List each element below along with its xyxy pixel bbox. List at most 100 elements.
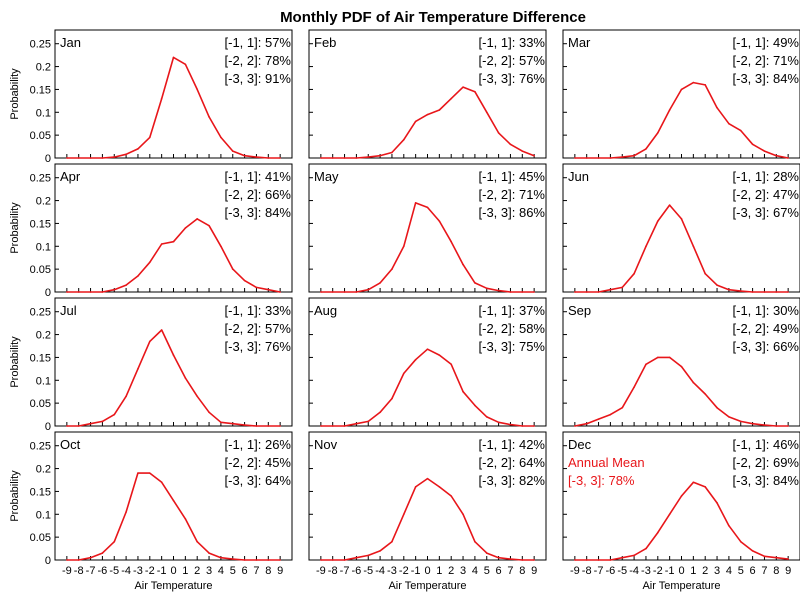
pdf-point (692, 481, 695, 484)
pdf-point (331, 559, 334, 561)
pdf-line-nov (320, 477, 535, 561)
x-tick-label: 0 (424, 565, 430, 577)
month-label: Jul (60, 303, 77, 318)
coverage-stat: [-1, 1]: 57% (225, 35, 292, 50)
pdf-point (521, 425, 524, 427)
pdf-point (196, 540, 198, 543)
pdf-point (320, 425, 322, 427)
pdf-point (450, 495, 453, 497)
coverage-stat: [-1, 1]: 26% (225, 437, 292, 452)
pdf-point (414, 202, 417, 204)
pdf-point (609, 288, 612, 291)
pdf-point (113, 540, 116, 543)
month-label: Jun (568, 169, 589, 184)
pdf-point (391, 540, 393, 543)
pdf-point (231, 150, 234, 152)
pdf-point (208, 411, 210, 414)
pdf-point (521, 559, 524, 561)
coverage-stat: [-3, 3]: 84% (733, 473, 800, 488)
x-axis-label: Air Temperature (134, 580, 212, 592)
pdf-point (509, 423, 512, 426)
pdf-point (633, 554, 635, 557)
pdf-point (763, 150, 766, 152)
pdf-point (403, 372, 405, 375)
pdf-point (621, 556, 624, 559)
month-label: Apr (60, 169, 81, 184)
x-tick-label: 1 (436, 565, 442, 577)
coverage-stat: [-1, 1]: 30% (733, 303, 800, 318)
pdf-point (367, 288, 370, 291)
pdf-point (343, 559, 346, 561)
pdf-point (89, 291, 92, 293)
y-tick-label: 0.05 (30, 398, 51, 410)
x-tick-label: -2 (399, 565, 409, 577)
panel-jan: 0 0.05 0.1 0.15 0.2 0.25 Jan [-1, 1]: 57% [-2, 2… (9, 29, 293, 165)
pdf-point (585, 157, 588, 159)
pdf-point (704, 272, 706, 275)
pdf-point (621, 406, 624, 409)
x-tick-label: 4 (218, 565, 224, 577)
panel-may: May [-1, 1]: 45% [-2, 2]: 71% [-3, 3]: 86% (308, 163, 547, 293)
pdf-point (438, 354, 441, 356)
pdf-point (621, 286, 624, 289)
x-tick-label: 1 (182, 565, 188, 577)
x-tick-label: 7 (253, 565, 259, 577)
pdf-point (243, 279, 246, 282)
pdf-point (585, 291, 588, 293)
pdf-point (77, 157, 80, 159)
pdf-point (331, 157, 334, 159)
pdf-point (89, 422, 92, 425)
pdf-point (645, 363, 647, 366)
y-tick-label: 0.1 (36, 375, 51, 387)
pdf-point (255, 156, 258, 158)
pdf-point (775, 154, 778, 157)
x-tick-label: 8 (265, 565, 271, 577)
x-tick-label: -8 (74, 565, 84, 577)
pdf-point (184, 377, 187, 379)
y-tick-label: 0.1 (36, 107, 51, 119)
pdf-point (763, 291, 766, 293)
pdf-point (379, 154, 381, 157)
pdf-point (462, 86, 464, 88)
y-tick-label: 0 (45, 421, 51, 433)
pdf-point (574, 559, 576, 561)
pdf-point (474, 282, 476, 284)
x-axis-label: Air Temperature (388, 580, 466, 592)
pdf-point (609, 157, 612, 159)
coverage-stat: [-3, 3]: 86% (479, 205, 546, 220)
x-tick-label: 5 (484, 565, 490, 577)
pdf-point (716, 106, 718, 109)
coverage-stat: [-3, 3]: 64% (225, 473, 292, 488)
x-tick-label: -6 (98, 565, 108, 577)
x-tick-label: -5 (109, 565, 119, 577)
pdf-point (137, 368, 139, 370)
pdf-point (66, 425, 68, 427)
pdf-point (220, 421, 222, 424)
pdf-point (716, 284, 718, 286)
pdf-point (160, 243, 163, 245)
y-tick-label: 0.05 (30, 264, 51, 276)
pdf-point (680, 495, 683, 497)
pdf-line-aug (320, 348, 535, 427)
pdf-point (597, 291, 600, 293)
x-tick-label: -9 (316, 565, 326, 577)
pdf-point (343, 425, 346, 427)
coverage-stat: [-2, 2]: 45% (225, 455, 292, 470)
coverage-stat: [-2, 2]: 57% (479, 53, 546, 68)
pdf-point (172, 240, 175, 243)
pdf-point (763, 555, 766, 558)
month-label: Jan (60, 35, 81, 50)
y-tick-label: 0.25 (30, 39, 51, 51)
pdf-point (101, 552, 104, 554)
x-tick-label: -3 (641, 565, 651, 577)
pdf-point (521, 291, 524, 293)
pdf-point (267, 288, 270, 291)
month-label: May (314, 169, 339, 184)
y-tick-label: 0.2 (36, 464, 51, 476)
coverage-stat: [-2, 2]: 69% (733, 455, 800, 470)
pdf-point (379, 550, 381, 552)
pdf-point (414, 486, 417, 488)
pdf-point (391, 397, 393, 400)
coverage-stat: [-1, 1]: 46% (733, 437, 800, 452)
pdf-point (101, 420, 104, 423)
